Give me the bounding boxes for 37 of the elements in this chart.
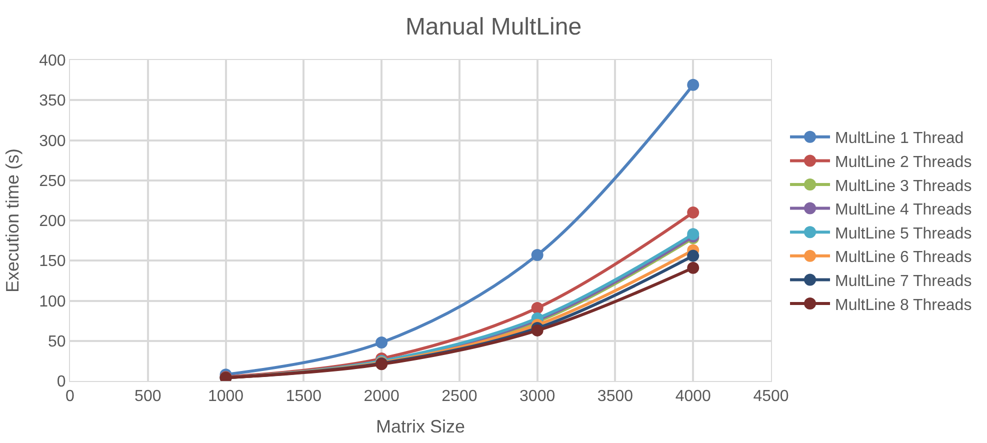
point: [687, 262, 700, 274]
x-tick-label: 4000: [675, 388, 712, 406]
point: [687, 250, 700, 262]
point: [376, 336, 388, 348]
legend-label: MultLine 6 Threads: [835, 249, 972, 266]
legend-label: MultLine 1 Thread: [835, 130, 964, 148]
y-tick-label: 50: [48, 333, 66, 350]
x-tick-label: 2500: [442, 388, 478, 406]
y-tick-label: 350: [39, 92, 66, 110]
chart-title: Manual MultLine: [405, 14, 582, 41]
x-tick-label: 2000: [364, 388, 400, 406]
x-tick-label: 4500: [753, 388, 789, 406]
point: [531, 302, 544, 314]
x-tick-label: 1500: [286, 388, 322, 406]
y-tick-label: 250: [39, 172, 66, 190]
legend-label: MultLine 5 Threads: [835, 225, 972, 242]
y-tick-label: 150: [39, 253, 66, 270]
y-tick-label: 300: [39, 132, 66, 150]
point: [687, 228, 700, 240]
legend-label: MultLine 4 Threads: [835, 202, 972, 219]
y-tick-label: 0: [56, 374, 66, 391]
y-tick-label: 400: [39, 52, 66, 70]
point: [531, 249, 544, 262]
point: [687, 78, 700, 91]
y-tick-label: 100: [39, 293, 66, 310]
legend-label: MultLine 2 Threads: [835, 154, 972, 171]
x-tick-label: 1000: [208, 388, 244, 406]
legend-label: MultLine 3 Threads: [835, 178, 972, 195]
y-axis-title: Execution time (s): [2, 148, 22, 293]
y-tick-label: 200: [39, 213, 66, 230]
x-axis-title: Matrix Size: [376, 416, 466, 436]
legend-label: MultLine 7 Threads: [835, 272, 972, 290]
x-tick-label: 3500: [597, 388, 634, 406]
legend-label: MultLine 8 Threads: [835, 296, 972, 314]
x-tick-label: 500: [134, 388, 162, 406]
x-tick-label: 3000: [520, 388, 556, 406]
point: [687, 206, 700, 218]
